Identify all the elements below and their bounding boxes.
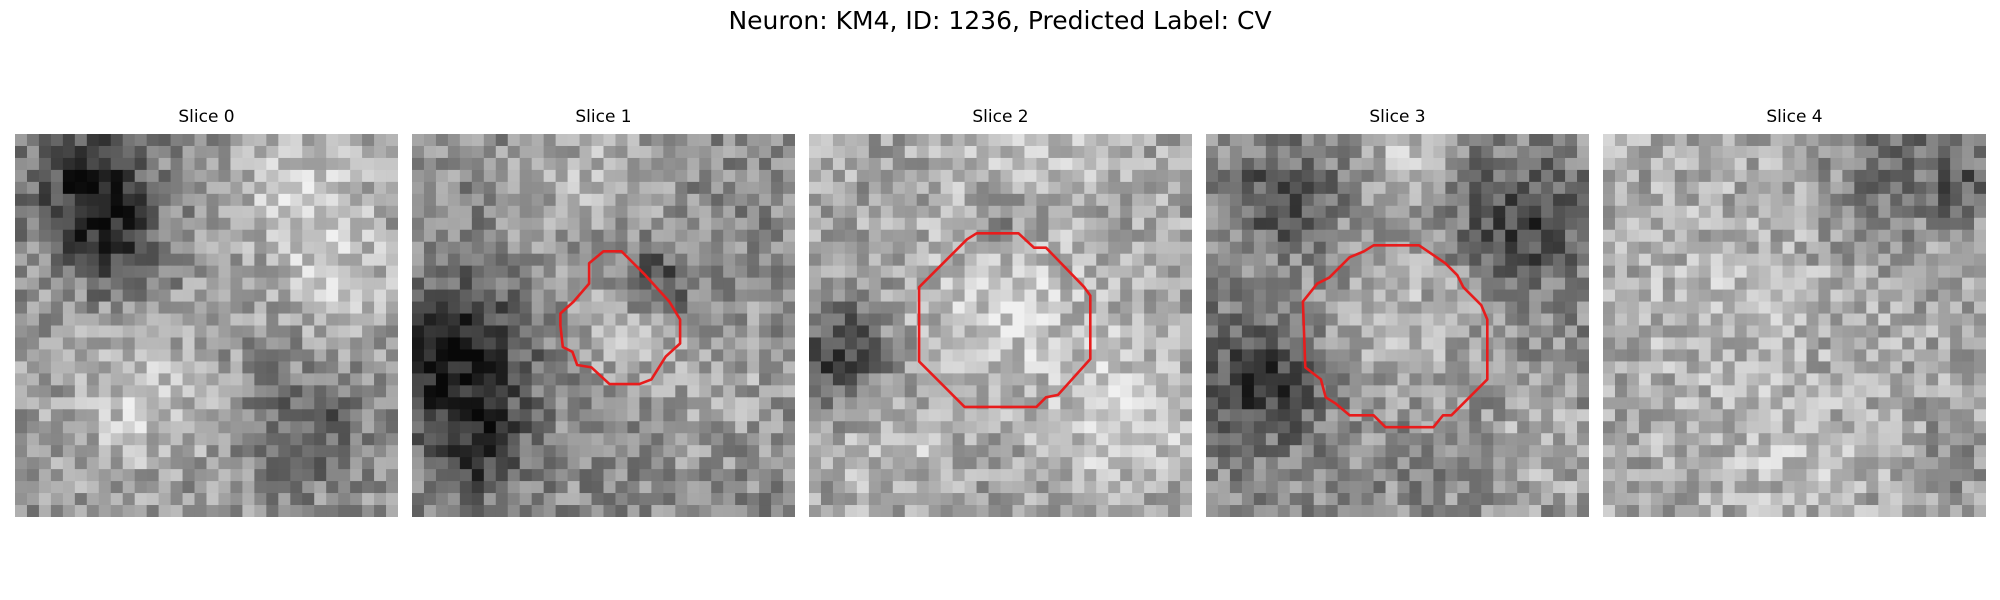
slice-image-1 [412,134,795,517]
figure-title: Neuron: KM4, ID: 1236, Predicted Label: … [728,6,1272,35]
slice-image-0 [15,134,398,517]
slice-title-2: Slice 2 [972,107,1029,127]
contour-outline-3 [1301,244,1489,429]
contour-outline-2 [917,232,1092,409]
slice-title-0: Slice 0 [178,107,235,127]
slice-image-4 [1603,134,1986,517]
contour-outline-1 [559,250,682,386]
slice-title-1: Slice 1 [575,107,632,127]
slice-image-3 [1206,134,1589,517]
slice-title-3: Slice 3 [1369,107,1426,127]
slice-image-2 [809,134,1192,517]
slice-title-4: Slice 4 [1766,107,1823,127]
